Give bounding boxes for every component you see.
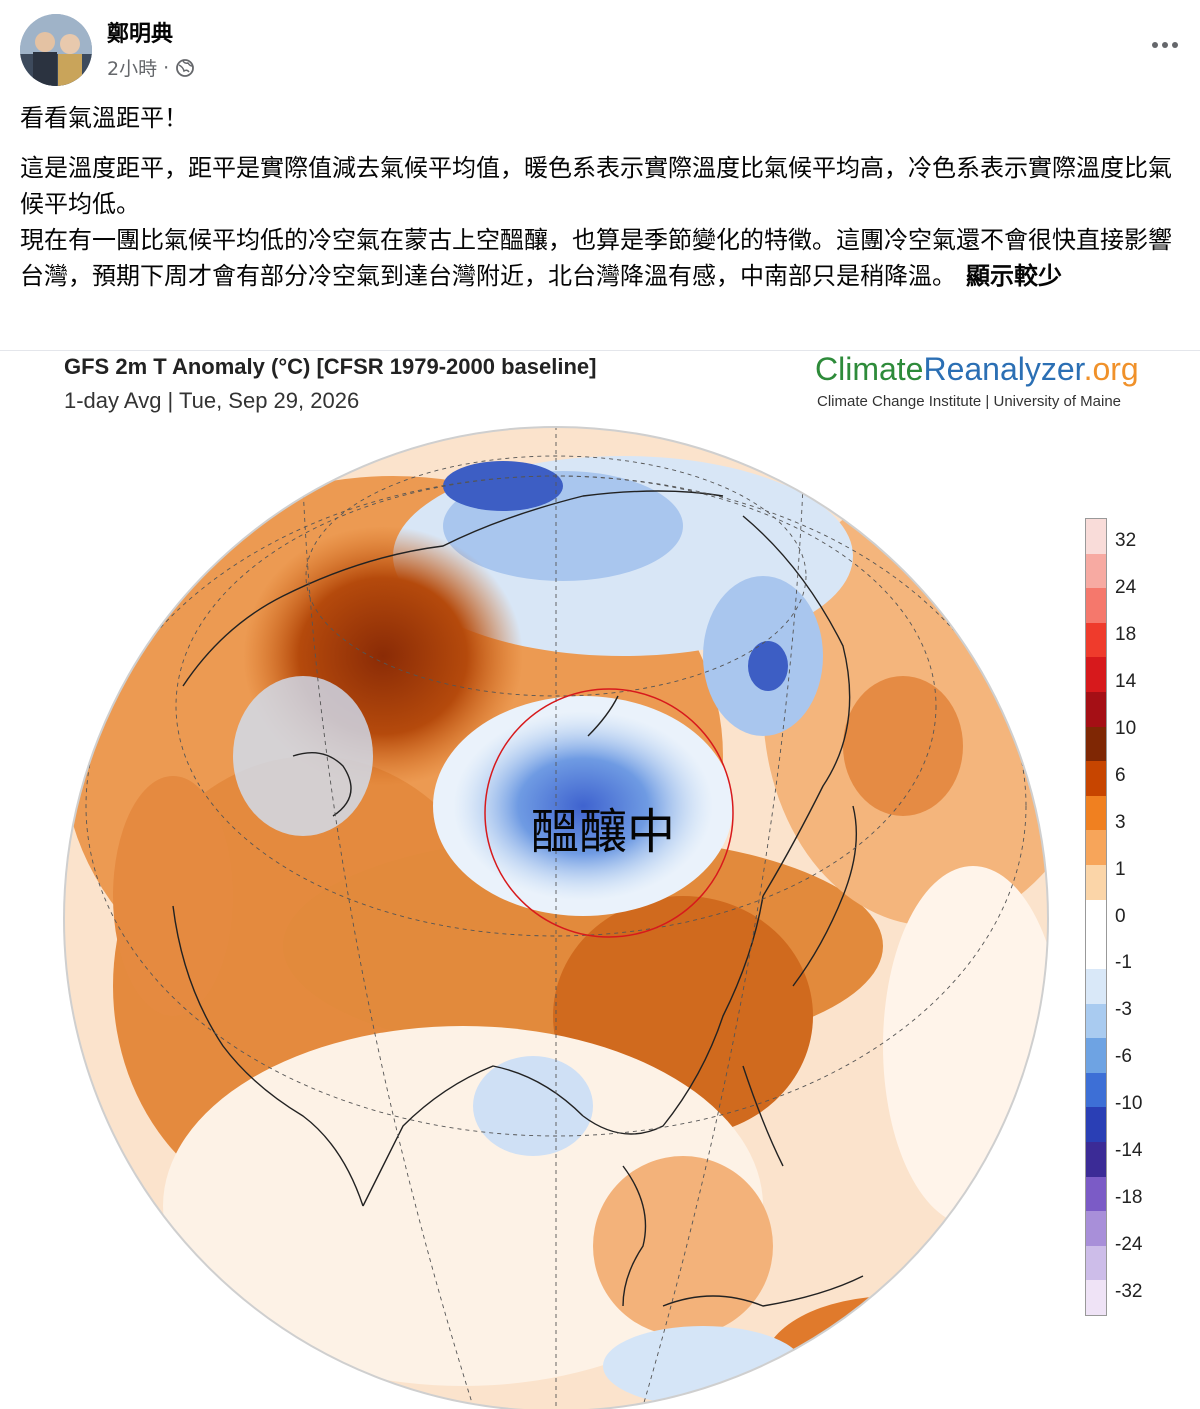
colorbar-segment <box>1086 1107 1106 1142</box>
avatar[interactable] <box>20 14 92 86</box>
colorbar-tick-label: -24 <box>1115 1234 1143 1256</box>
post-meta: 2小時 · <box>107 54 195 81</box>
colorbar-segment <box>1086 899 1106 935</box>
colorbar-tick-label: -14 <box>1115 1140 1143 1162</box>
colorbar-tick-label: 0 <box>1115 905 1126 927</box>
annotation-label: 醞釀中 <box>531 804 675 860</box>
post-body: 看看氣溫距平！ 這是溫度距平，距平是實際值減去氣候平均值，暖色系表示實際溫度比氣… <box>20 100 1190 294</box>
colorbar-tick-label: -3 <box>1115 999 1132 1021</box>
meta-separator: · <box>163 56 170 79</box>
colorbar-tick-label: -6 <box>1115 1046 1132 1068</box>
colorbar-segment <box>1086 1141 1106 1177</box>
graticule <box>85 427 1027 1409</box>
post-line-3-text: 現在有一團比氣候平均低的冷空氣在蒙古上空醞釀，也算是季節變化的特徵。這團冷空氣還… <box>20 226 1172 290</box>
anomaly-map-image[interactable]: GFS 2m T Anomaly (°C) [CFSR 1979-2000 ba… <box>0 351 1200 1409</box>
post-line-1: 看看氣溫距平！ <box>20 104 188 132</box>
colorbar-tick-label: -1 <box>1115 952 1132 974</box>
globe-icon <box>176 58 195 77</box>
divider <box>0 350 1200 351</box>
colorbar-segment <box>1086 553 1106 589</box>
colorbar-segment <box>1086 968 1106 1004</box>
more-dots-icon <box>1152 42 1158 48</box>
brand-subtitle: Climate Change Institute | University of… <box>817 393 1122 410</box>
highlight-circle <box>484 688 734 938</box>
colorbar-tick-label: 14 <box>1115 670 1137 692</box>
colorbar-segment <box>1086 1072 1106 1108</box>
colorbar-tick-label: 32 <box>1115 530 1137 551</box>
more-options-button[interactable] <box>1146 30 1184 60</box>
brand-logo: ClimateReanalyzer.org <box>815 351 1139 387</box>
colorbar-tick-label: 24 <box>1115 576 1137 598</box>
colorbar-segment <box>1086 1280 1106 1316</box>
post-time[interactable]: 2小時 <box>107 58 158 80</box>
post-line-3: 現在有一團比氣候平均低的冷空氣在蒙古上空醞釀，也算是季節變化的特徵。這團冷空氣還… <box>20 222 1190 294</box>
colorbar-segment <box>1086 830 1106 866</box>
colorbar-tick-label: 6 <box>1115 764 1126 786</box>
colorbar-segment <box>1086 622 1106 658</box>
coastlines <box>172 490 864 1307</box>
colorbar-segment <box>1086 519 1106 554</box>
colorbar-segment <box>1086 761 1106 796</box>
author-name[interactable]: 鄭明典 <box>107 22 174 47</box>
colorbar-segment <box>1086 1176 1106 1212</box>
colorbar-tick-label: -32 <box>1115 1281 1143 1302</box>
colorbar <box>1085 518 1107 1316</box>
colorbar-tick-label: -10 <box>1115 1093 1143 1115</box>
colorbar-tick-label: -18 <box>1115 1187 1143 1209</box>
colorbar-segment <box>1086 657 1106 693</box>
colorbar-segment <box>1086 726 1106 762</box>
colorbar-segment <box>1086 692 1106 727</box>
see-less-link[interactable]: 顯示較少 <box>966 262 1062 290</box>
colorbar-tick-label: 3 <box>1115 811 1126 833</box>
globe-map: 醞釀中 <box>63 426 1049 1409</box>
colorbar-segment <box>1086 934 1106 969</box>
colorbar-segment <box>1086 795 1106 831</box>
figure-subtitle: 1-day Avg | Tue, Sep 29, 2026 <box>64 388 360 413</box>
colorbar-segment <box>1086 1245 1106 1281</box>
avatar-photo <box>20 14 92 86</box>
colorbar-segment <box>1086 865 1106 900</box>
colorbar-tick-label: 18 <box>1115 623 1137 645</box>
colorbar-segment <box>1086 1038 1106 1073</box>
colorbar-segment <box>1086 1211 1106 1246</box>
colorbar-tick-label: 1 <box>1115 858 1126 880</box>
figure-title: GFS 2m T Anomaly (°C) [CFSR 1979-2000 ba… <box>64 354 597 379</box>
post-header: 鄭明典 2小時 · <box>0 0 1200 100</box>
post-line-2: 這是溫度距平，距平是實際值減去氣候平均值，暖色系表示實際溫度比氣候平均高，冷色系… <box>20 154 1172 218</box>
colorbar-segment <box>1086 1003 1106 1039</box>
colorbar-segment <box>1086 588 1106 623</box>
colorbar-tick-label: 10 <box>1115 717 1137 739</box>
